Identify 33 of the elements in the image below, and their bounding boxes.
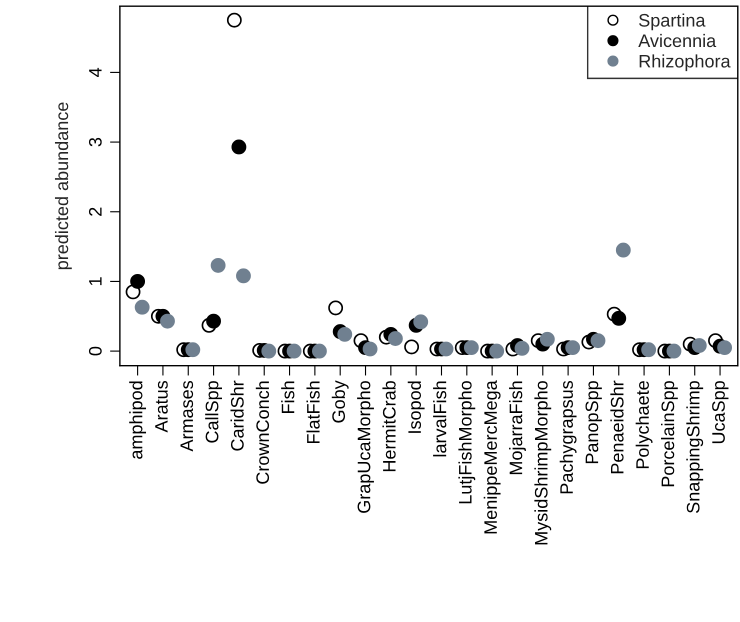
x-tick-label: Fish [281,381,294,413]
x-tick-label: GrapUcaMorpho [357,381,374,513]
y-tick-label: 1 [89,277,102,286]
y-tick-label: 0 [88,346,102,356]
legend-label: Spartina [639,13,706,30]
x-tick-label: MysidShrimpMorpho [534,381,552,544]
legend-label: Rhizophora [640,54,731,72]
y-tick-label: 4 [89,68,102,78]
y-tick-label: 3 [88,138,102,146]
x-tick-label: PorcelainSpp [660,381,678,486]
x-tick-label: CaridShr [230,380,244,451]
x-tick-label: Pachygrapsus [560,380,577,494]
x-tick-label: Armases [180,380,194,452]
x-tick-label: Polychaete [636,381,652,468]
x-tick-label: FlatFish [306,381,320,444]
x-tick-label: PanopSpp [585,381,602,464]
x-tick-label: UcaSpp [712,381,728,444]
x-tick-label: SnappingShrimp [686,381,704,513]
legend-label: Avicennia [638,34,716,48]
x-tick-label: Aratus [155,380,168,432]
x-tick-label: Goby [332,380,349,423]
x-tick-label: MenippeMercMega [484,380,501,534]
x-tick-label: CallSpp [205,381,222,443]
x-tick-label: LutjFishMorpho [458,381,476,504]
x-tick-label: larvalFish [433,381,446,456]
x-tick-label: CrownConch [256,381,270,484]
x-tick-label: MojarraFish [509,381,526,474]
x-tick-label: PenaeidShr [610,380,624,474]
x-tick-label: Isopod [408,381,425,433]
y-axis-title: predicted abundance [54,102,72,270]
y-tick-label: 2 [88,208,102,216]
x-tick-label: amphipod [129,381,146,459]
x-tick-label: HermitCrab [382,381,396,472]
